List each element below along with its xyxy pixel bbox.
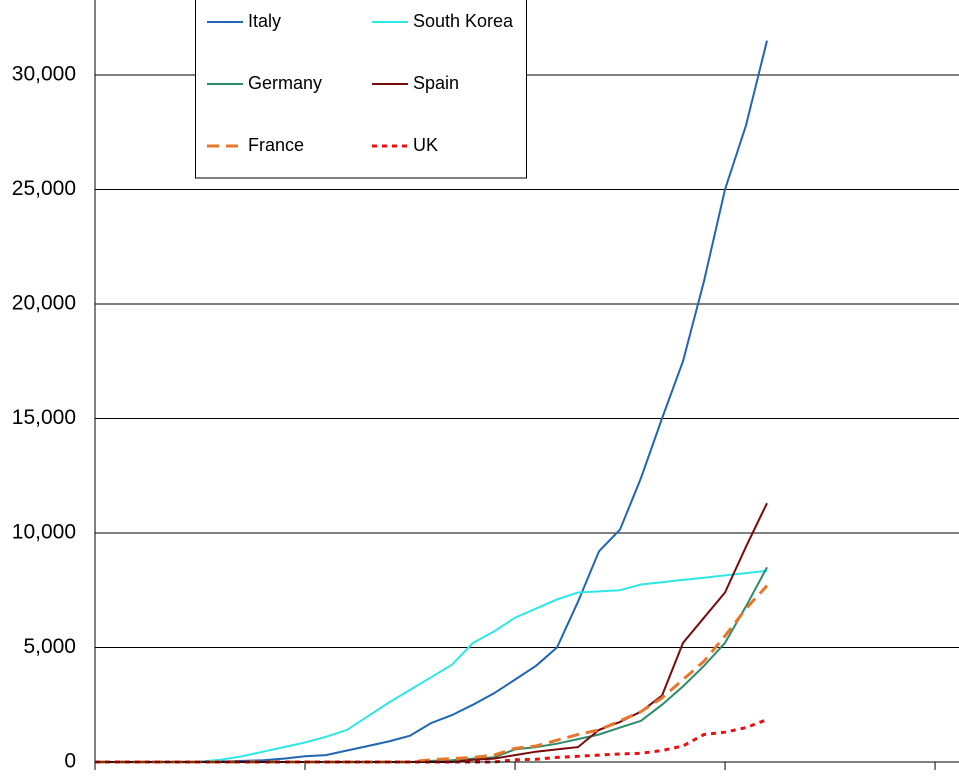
legend: Italy South Korea Germany Spain France UK (195, 0, 527, 179)
series-line (95, 569, 768, 763)
y-tick-label: 0 (64, 750, 76, 773)
legend-label: Italy (248, 11, 281, 31)
legend-label: UK (413, 135, 438, 155)
legend-label: France (248, 135, 304, 155)
series-line (95, 584, 769, 764)
y-tick-label: 20,000 (12, 292, 76, 315)
y-tick-label: 10,000 (12, 521, 76, 544)
y-tick-label: 25,000 (12, 177, 76, 200)
legend-label: Germany (248, 73, 322, 93)
legend-box (195, 0, 527, 179)
legend-label: Spain (413, 73, 459, 93)
series-line (95, 566, 768, 763)
y-tick-label: 30,000 (12, 63, 76, 86)
legend-label: South Korea (413, 11, 514, 31)
series-line (95, 718, 768, 764)
y-tick-label: 15,000 (12, 406, 76, 429)
y-tick-label: 5,000 (23, 635, 76, 658)
